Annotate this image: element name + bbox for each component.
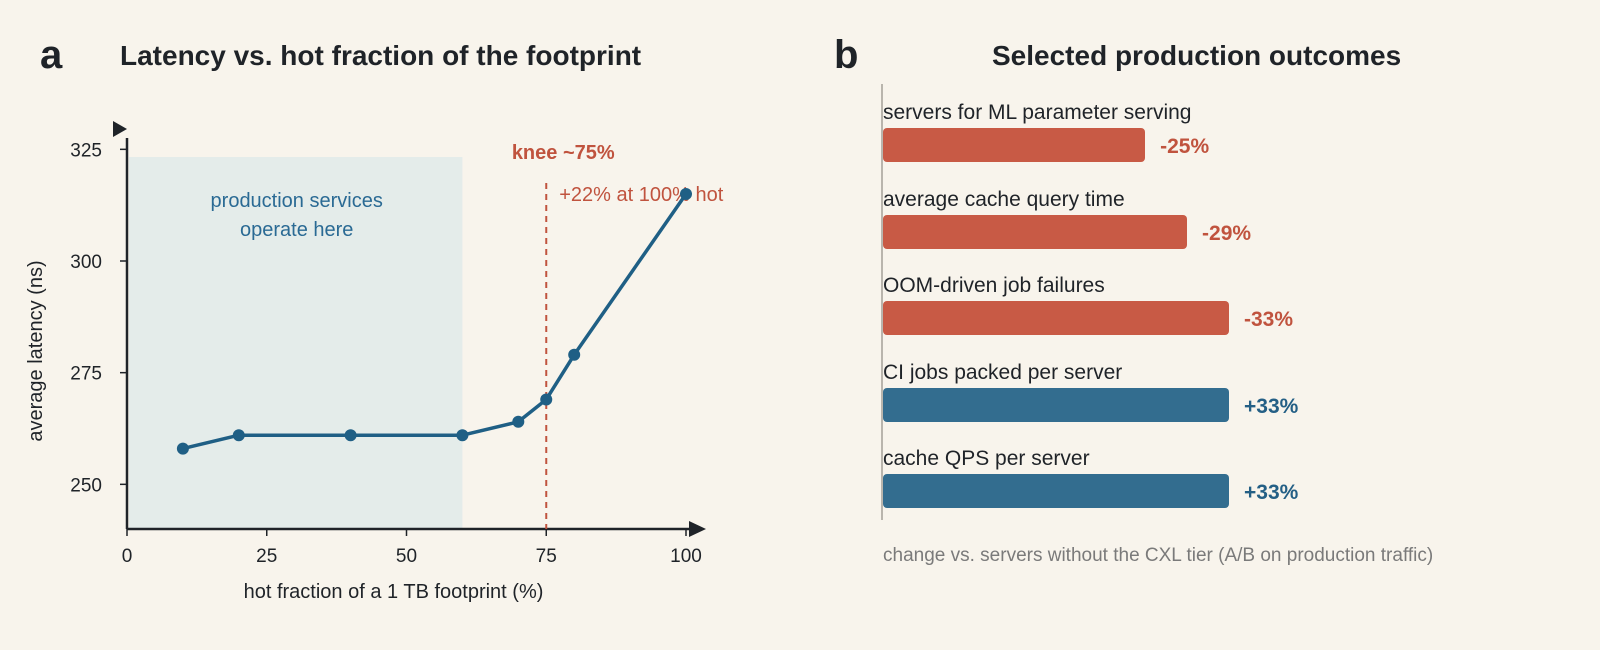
bar-category-label: CI jobs packed per server	[883, 360, 1123, 384]
latency-data-point	[176, 442, 189, 455]
x-tick-label: 0	[122, 546, 133, 567]
latency-data-point	[344, 429, 357, 442]
latency-data-point	[680, 188, 692, 200]
bar-chart-caption: change vs. servers without the CXL tier …	[883, 545, 1434, 566]
bar-category-label: average cache query time	[883, 187, 1125, 211]
y-tick-label: 325	[70, 140, 102, 161]
bar-value-label: -25%	[1160, 135, 1210, 158]
x-tick-label: 75	[536, 546, 557, 567]
latency-data-point	[456, 429, 469, 442]
y-axis-arrow	[113, 121, 127, 137]
region-annotation-line: operate here	[240, 219, 353, 241]
latency-data-point	[232, 429, 245, 442]
panel-a-title: Latency vs. hot fraction of the footprin…	[120, 40, 642, 71]
x-axis-arrow	[689, 521, 706, 537]
outcome-bar	[883, 474, 1229, 508]
outcome-bar	[883, 387, 1229, 422]
outcome-bar	[883, 128, 1146, 162]
operating-region-shade	[129, 157, 463, 529]
region-annotation-line: production services	[211, 190, 383, 212]
panel-b-title: Selected production outcomes	[992, 40, 1402, 71]
bar-category-label: OOM-driven job failures	[883, 274, 1105, 297]
y-axis-label: average latency (ns)	[25, 260, 47, 441]
knee-note: +22% at 100% hot	[559, 184, 723, 206]
bar-value-label: +33%	[1244, 481, 1299, 504]
x-tick-label: 100	[670, 546, 702, 567]
x-axis-label: hot fraction of a 1 TB footprint (%)	[244, 581, 544, 603]
bar-category-label: cache QPS per server	[883, 447, 1090, 470]
y-tick-label: 300	[70, 252, 102, 273]
outcome-bar	[883, 214, 1188, 249]
y-tick-label: 275	[70, 364, 102, 385]
latency-line-chart: production services operate here 0 25 50 75 10…	[25, 121, 724, 603]
latency-data-point	[540, 393, 553, 406]
panel-a-letter: a	[40, 33, 63, 77]
x-tick-label: 50	[396, 546, 417, 567]
knee-label: knee ~75%	[512, 142, 615, 164]
panel-b-letter: b	[834, 33, 859, 77]
bar-value-label: -33%	[1244, 308, 1294, 331]
bar-chart-baseline	[881, 84, 883, 520]
latency-data-point	[512, 415, 525, 428]
outcome-bar	[883, 301, 1229, 335]
latency-series-line	[182, 193, 688, 451]
latency-data-point	[568, 348, 581, 361]
bar-value-label: +33%	[1244, 394, 1299, 418]
x-tick-label: 25	[256, 546, 277, 567]
y-tick-label: 250	[70, 475, 102, 496]
bar-value-label: -29%	[1202, 221, 1252, 245]
bar-category-label: servers for ML parameter serving	[883, 101, 1192, 124]
